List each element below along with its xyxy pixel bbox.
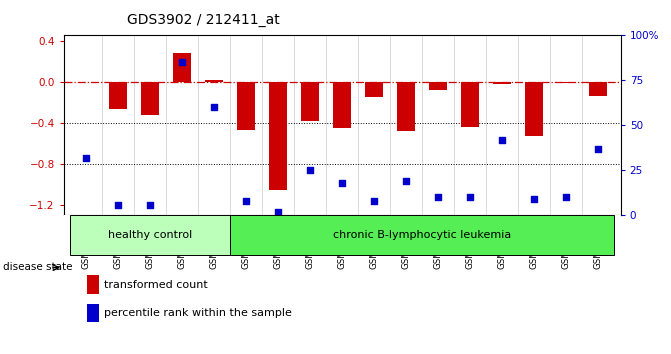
Bar [238, 82, 255, 130]
Bar [333, 82, 351, 128]
Point [337, 180, 348, 186]
Bar [269, 82, 287, 190]
Point [433, 194, 444, 200]
Bar [70, 215, 230, 255]
Bar [109, 82, 127, 109]
Point [209, 104, 219, 110]
Text: healthy control: healthy control [108, 230, 193, 240]
Text: transformed count: transformed count [104, 280, 208, 290]
Bar [493, 82, 511, 84]
Point [113, 202, 123, 207]
Point [497, 137, 508, 143]
Bar [558, 82, 575, 83]
Bar [205, 80, 223, 82]
Point [81, 155, 91, 161]
Point [561, 194, 572, 200]
Text: percentile rank within the sample: percentile rank within the sample [104, 308, 292, 318]
Text: chronic B-lymphocytic leukemia: chronic B-lymphocytic leukemia [333, 230, 511, 240]
Bar [429, 82, 447, 90]
Bar [589, 82, 607, 96]
Bar [366, 82, 383, 97]
Bar [462, 82, 479, 127]
Bar [397, 82, 415, 131]
Bar [173, 53, 191, 82]
Text: disease state: disease state [3, 262, 73, 272]
Point [401, 178, 411, 184]
Point [465, 194, 476, 200]
Point [241, 198, 252, 204]
Point [529, 196, 539, 202]
Point [593, 146, 604, 152]
Bar [301, 82, 319, 121]
Point [273, 209, 284, 215]
Point [145, 202, 156, 207]
Text: GDS3902 / 212411_at: GDS3902 / 212411_at [127, 12, 280, 27]
Point [369, 198, 380, 204]
Point [305, 167, 315, 173]
Bar [230, 215, 614, 255]
Point [176, 59, 187, 65]
Bar [525, 82, 543, 136]
Bar [142, 82, 159, 115]
